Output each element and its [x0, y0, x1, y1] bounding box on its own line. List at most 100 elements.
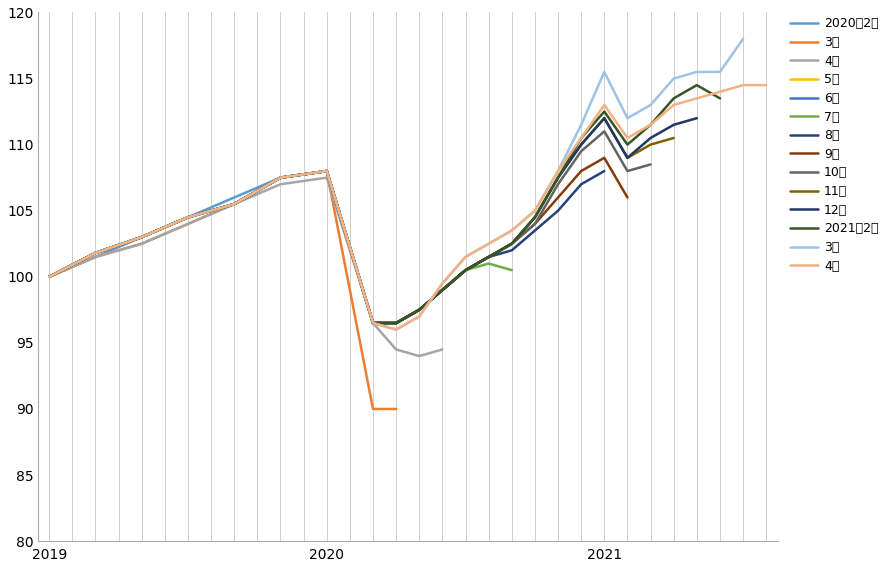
11月 [460, 267, 471, 274]
2021年2月 [229, 201, 239, 208]
4月 [275, 181, 286, 188]
4月 [414, 313, 425, 320]
8月 [414, 306, 425, 313]
12月 [368, 320, 378, 327]
6月 [321, 168, 332, 175]
4月 [622, 135, 633, 142]
10月 [368, 320, 378, 327]
2021年2月 [622, 141, 633, 148]
8月 [90, 250, 101, 257]
3月 [321, 168, 332, 175]
5月 [44, 273, 54, 280]
4月 [437, 346, 448, 353]
10月 [90, 250, 101, 257]
4月 [391, 326, 401, 333]
3月 [599, 68, 610, 75]
11月 [483, 254, 494, 261]
Line: 3月: 3月 [49, 39, 743, 329]
9月 [553, 194, 563, 201]
12月 [599, 115, 610, 122]
4月 [321, 174, 332, 181]
3月 [136, 240, 147, 247]
7月 [44, 273, 54, 280]
12月 [391, 320, 401, 327]
6月 [460, 267, 471, 274]
10月 [530, 221, 540, 228]
6月 [437, 287, 448, 294]
4月 [368, 320, 378, 327]
2021年2月 [460, 267, 471, 274]
Line: 10月: 10月 [49, 131, 651, 323]
3月 [483, 240, 494, 247]
2020年2月 [275, 174, 286, 181]
7月 [460, 267, 471, 274]
3月 [275, 174, 286, 181]
2021年2月 [275, 174, 286, 181]
3月 [368, 320, 378, 327]
9月 [599, 154, 610, 161]
12月 [483, 254, 494, 261]
11月 [414, 306, 425, 313]
6月 [275, 174, 286, 181]
12月 [622, 154, 633, 161]
8月 [576, 181, 587, 188]
4月 [761, 82, 772, 89]
8月 [437, 287, 448, 294]
4月 [44, 273, 54, 280]
11月 [229, 201, 239, 208]
Line: 11月: 11月 [49, 118, 674, 323]
2021年2月 [506, 240, 517, 247]
5月 [368, 320, 378, 327]
3月 [414, 313, 425, 320]
3月 [738, 35, 748, 42]
11月 [622, 154, 633, 161]
11月 [506, 240, 517, 247]
10月 [229, 201, 239, 208]
4月 [182, 221, 193, 228]
9月 [90, 250, 101, 257]
4月 [321, 168, 332, 175]
4月 [182, 214, 193, 221]
4月 [44, 273, 54, 280]
Line: 2021年2月: 2021年2月 [49, 85, 720, 323]
Line: 2020年2月: 2020年2月 [49, 171, 327, 277]
12月 [437, 287, 448, 294]
7月 [483, 260, 494, 267]
10月 [622, 168, 633, 175]
4月 [368, 320, 378, 327]
3月 [182, 214, 193, 221]
3月 [622, 115, 633, 122]
Line: 4月: 4月 [49, 178, 442, 356]
Line: 8月: 8月 [49, 171, 604, 323]
2021年2月 [692, 82, 702, 89]
3月 [391, 406, 401, 413]
8月 [483, 254, 494, 261]
5月 [391, 320, 401, 327]
8月 [391, 320, 401, 327]
4月 [599, 101, 610, 108]
7月 [391, 320, 401, 327]
8月 [553, 207, 563, 214]
8月 [460, 267, 471, 274]
3月 [44, 273, 54, 280]
3月 [136, 234, 147, 241]
4月 [391, 346, 401, 353]
Line: 9月: 9月 [49, 158, 627, 323]
Line: 5月: 5月 [49, 171, 419, 323]
7月 [182, 214, 193, 221]
3月 [275, 174, 286, 181]
4月 [715, 88, 725, 95]
10月 [321, 168, 332, 175]
11月 [368, 320, 378, 327]
8月 [275, 174, 286, 181]
9月 [321, 168, 332, 175]
2021年2月 [321, 168, 332, 175]
6月 [182, 214, 193, 221]
3月 [668, 75, 679, 82]
2020年2月 [136, 234, 147, 241]
4月 [414, 353, 425, 360]
4月 [460, 254, 471, 261]
10月 [506, 240, 517, 247]
8月 [182, 214, 193, 221]
8月 [229, 201, 239, 208]
